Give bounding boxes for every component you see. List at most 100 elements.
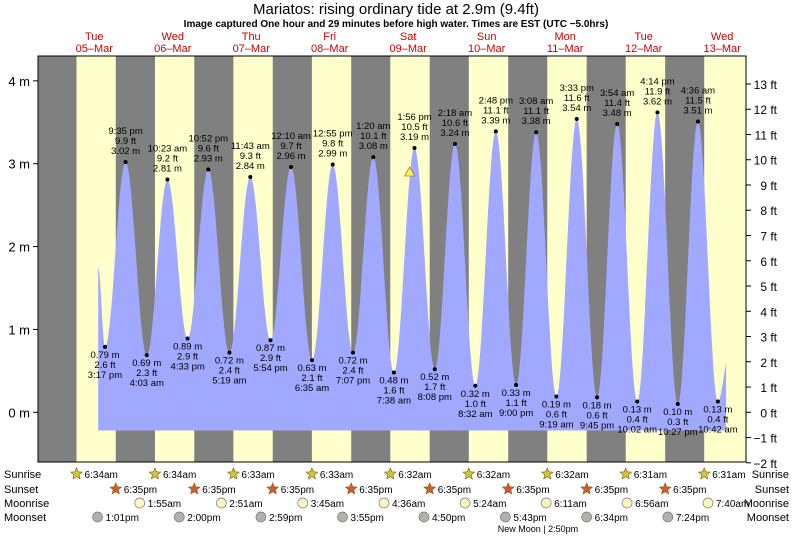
tide-label-line: 8:32 am <box>458 409 492 420</box>
moonset-icon <box>173 511 185 523</box>
tide-label-line: 2.81 m <box>153 163 182 174</box>
tide-label-line: 3.51 m <box>683 105 712 116</box>
y-right-tick-label: 10 ft <box>754 154 778 168</box>
day-name: Sun <box>477 31 497 43</box>
day-date: 11–Mar <box>547 43 584 55</box>
low-tide-point <box>350 350 355 355</box>
tide-label-line: 9.9 ft <box>115 136 136 147</box>
moonset-time: 2:00pm <box>187 513 220 524</box>
moonrise-icon <box>459 497 471 509</box>
high-tide-label: 11:43 am9.3 ft2.84 m <box>231 141 270 172</box>
tide-label-line: 3.39 m <box>481 115 510 126</box>
sunrise-icon <box>697 467 711 480</box>
tide-label-line: 0.32 m <box>461 389 490 400</box>
moonset-time: 7:24pm <box>676 513 709 524</box>
tide-label-line: 5:19 am <box>212 376 246 387</box>
y-right-tick-label: 8 ft <box>760 204 777 218</box>
low-tide-label: 0.87 m2.9 ft5:54 pm <box>253 343 287 374</box>
y-right-tick-label: 0 ft <box>760 406 777 420</box>
low-tide-label: 0.33 m1.1 ft9:00 pm <box>499 388 533 419</box>
tide-label-line: 2.99 m <box>318 149 347 160</box>
tide-label-line: 9:45 pm <box>580 420 614 431</box>
low-tide-point <box>144 353 149 358</box>
day-name: Mon <box>554 31 575 43</box>
tide-label-line: 3.02 m <box>111 146 140 157</box>
sunset-icon <box>109 482 123 495</box>
tide-label-line: 4:36 am <box>681 85 715 96</box>
sunrise-time: 6:31am <box>634 470 667 481</box>
tide-label-line: 7:38 am <box>377 396 411 407</box>
tide-label-line: 3.19 m <box>400 132 429 143</box>
low-tide-label: 0.79 m2.6 ft3:17 pm <box>88 350 122 381</box>
low-tide-point <box>268 338 273 343</box>
tide-label-line: 9.7 ft <box>280 141 301 152</box>
low-tide-label: 0.72 m2.4 ft5:19 am <box>212 356 246 387</box>
high-tide-point <box>412 145 417 150</box>
moonset-time: 1:01pm <box>106 513 139 524</box>
tide-label-line: 1.6 ft <box>383 386 404 397</box>
tide-label-line: 9:00 pm <box>499 408 533 419</box>
tide-label-line: 6:35 am <box>295 383 329 394</box>
low-tide-label: 0.19 m0.6 ft9:19 am <box>539 400 573 431</box>
tide-label-line: 3:54 am <box>600 88 634 99</box>
sunrise-time: 6:32am <box>398 470 431 481</box>
tide-label-line: 1:56 pm <box>397 112 431 123</box>
day-date: 12–Mar <box>625 43 663 55</box>
day-date: 13–Mar <box>703 43 741 55</box>
moonrise-icon <box>702 497 714 509</box>
tide-label-line: 0.13 m <box>623 405 652 416</box>
tide-label-line: 0.87 m <box>256 343 285 354</box>
low-tide-point <box>554 394 559 399</box>
tide-label-line: 9.3 ft <box>240 151 261 162</box>
sunrise-icon <box>148 467 162 480</box>
day-name: Tue <box>85 31 104 43</box>
sunset-time: 6:35pm <box>359 485 392 496</box>
high-tide-point <box>371 155 376 160</box>
tide-labels: 0.79 m2.6 ft3:17 pm 9:35 pm9.9 ft3.02 m 0.… <box>88 76 738 438</box>
low-tide-point <box>675 402 680 406</box>
tide-label-line: 0.6 ft <box>546 410 567 421</box>
sunset-time: 6:35pm <box>516 485 549 496</box>
moonrise-row-label-left: Moonrise <box>4 498 49 510</box>
tide-label-line: 2.4 ft <box>342 366 363 377</box>
tide-label-line: 2.9 ft <box>260 353 281 364</box>
high-tide-point <box>655 110 660 115</box>
tide-label-line: 3.38 m <box>522 116 551 127</box>
tide-label-line: 2.6 ft <box>94 360 115 371</box>
tide-label-line: 0.89 m <box>173 342 202 353</box>
high-tide-point <box>206 167 211 172</box>
moonrise-icon <box>297 497 309 509</box>
tide-label-line: 2.9 ft <box>177 352 198 363</box>
tide-label-line: 2:48 pm <box>479 95 513 106</box>
tide-label-line: 11:43 am <box>231 141 270 152</box>
sunrise-row-label-left: Sunrise <box>4 469 41 481</box>
sunset-time: 6:35pm <box>438 485 471 496</box>
moonset-icon <box>662 511 674 523</box>
sunrise-icon <box>462 467 476 480</box>
high-tide-label: 9:35 pm9.9 ft3.02 m <box>108 126 142 157</box>
high-tide-label: 12:55 pm9.8 ft2.99 m <box>313 129 353 160</box>
high-tide-point <box>493 129 498 134</box>
y-right-tick-label: −1 ft <box>753 432 777 446</box>
moonset-time: 2:59pm <box>269 513 302 524</box>
high-tide-point <box>534 130 539 135</box>
tide-label-line: 1.0 ft <box>465 399 486 410</box>
tide-label-line: 9.8 ft <box>322 139 343 150</box>
moonrise-time: 6:11am <box>554 499 587 510</box>
tide-label-line: 0.6 ft <box>586 410 607 421</box>
tide-label-line: 0.52 m <box>420 372 449 383</box>
y-left-tick-label: 1 m <box>8 322 30 337</box>
tide-label-line: 11.6 ft <box>564 93 590 104</box>
sunset-row-label-right: Sunset <box>755 484 789 496</box>
y-right-tick-label: 9 ft <box>760 179 777 193</box>
y-right-tick-label: 5 ft <box>760 280 777 294</box>
day-name: Wed <box>162 31 184 43</box>
tide-label-line: 10:02 am <box>617 425 657 436</box>
sunset-time: 6:35pm <box>673 485 706 496</box>
